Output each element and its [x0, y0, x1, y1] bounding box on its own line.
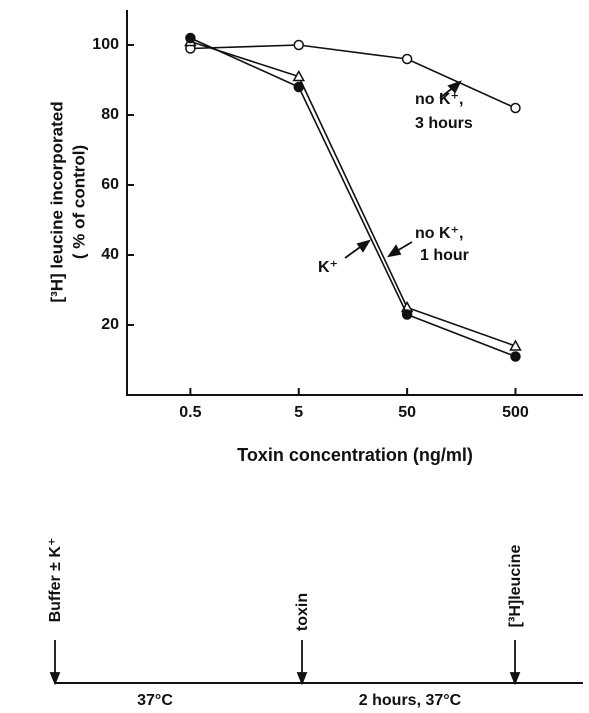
- annotation: no K⁺,: [415, 91, 463, 108]
- point: [185, 32, 196, 44]
- y-tick-label: 60: [101, 176, 119, 193]
- point: [292, 69, 306, 82]
- x-axis-label: Toxin concentration (ng/ml): [237, 445, 473, 465]
- annotation: no K⁺,: [415, 225, 463, 242]
- point: [401, 53, 413, 65]
- x-tick-label: 5: [294, 404, 303, 421]
- series-line: [190, 44, 516, 109]
- series-line: [190, 40, 516, 347]
- timeline-event: [³H]leucine: [507, 545, 524, 628]
- y-axis-label: ( % of control): [69, 145, 88, 259]
- y-tick-label: 20: [101, 316, 119, 333]
- point: [510, 102, 521, 114]
- timeline-period: 2 hours, 37°C: [359, 692, 462, 709]
- timeline-event: Buffer ± K⁺: [47, 538, 64, 623]
- point: [293, 39, 305, 51]
- timeline-arrows: [49, 640, 521, 686]
- timeline-period: 37°C: [137, 692, 173, 709]
- y-tick-label: 100: [92, 36, 119, 53]
- point: [509, 339, 522, 351]
- timeline-event: toxin: [294, 593, 311, 631]
- y-tick-label: 80: [101, 106, 119, 123]
- annotation-arrows: [344, 80, 462, 259]
- annotation: 1 hour: [420, 247, 469, 264]
- series-line: [190, 37, 516, 358]
- y-tick-label: 40: [101, 246, 119, 263]
- point: [510, 351, 521, 362]
- annotation: K⁺: [318, 259, 338, 276]
- x-tick-label: 50: [398, 404, 416, 421]
- annotation: 3 hours: [415, 115, 473, 132]
- point: [401, 309, 413, 320]
- axis-frame: [126, 10, 583, 396]
- x-tick-label: 500: [502, 404, 529, 421]
- x-tick-label: 0.5: [179, 404, 201, 421]
- point: [293, 81, 305, 93]
- y-axis-label: [³H] leucine incorporated: [47, 101, 66, 302]
